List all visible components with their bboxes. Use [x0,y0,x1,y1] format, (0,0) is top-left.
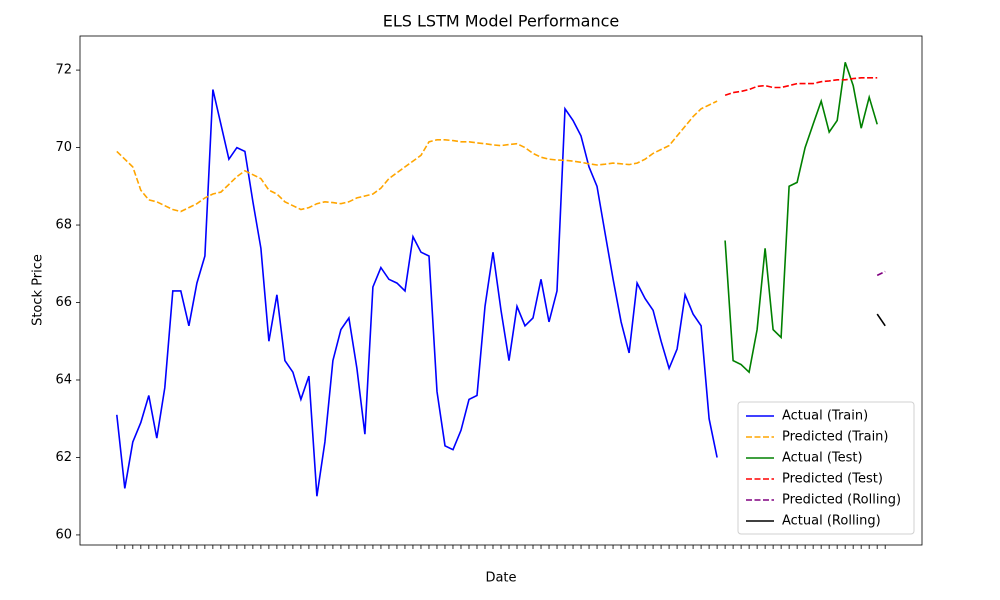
legend-label: Predicted (Train) [782,430,889,445]
legend-label: Actual (Rolling) [782,514,881,529]
y-tick-label: 66 [55,295,72,310]
legend-label: Actual (Test) [782,451,863,466]
legend-label: Actual (Train) [782,409,868,424]
y-tick-label: 72 [55,63,72,78]
y-tick-label: 62 [55,450,72,465]
y-axis-label: Stock Price [31,254,46,326]
y-tick-label: 60 [55,527,72,542]
series-line [116,89,718,497]
series-line [876,313,886,327]
y-tick-label: 64 [55,372,72,387]
chart-title: ELS LSTM Model Performance [383,12,620,31]
series-line [724,62,878,374]
legend-label: Predicted (Rolling) [782,493,901,508]
y-tick-label: 68 [55,218,72,233]
y-tick-label: 70 [55,140,72,155]
series-line [724,77,878,97]
legend-label: Predicted (Test) [782,472,883,487]
x-axis-label: Date [485,571,516,586]
plot-frame [79,35,923,546]
legend-box [737,401,915,535]
series-line [876,270,886,277]
